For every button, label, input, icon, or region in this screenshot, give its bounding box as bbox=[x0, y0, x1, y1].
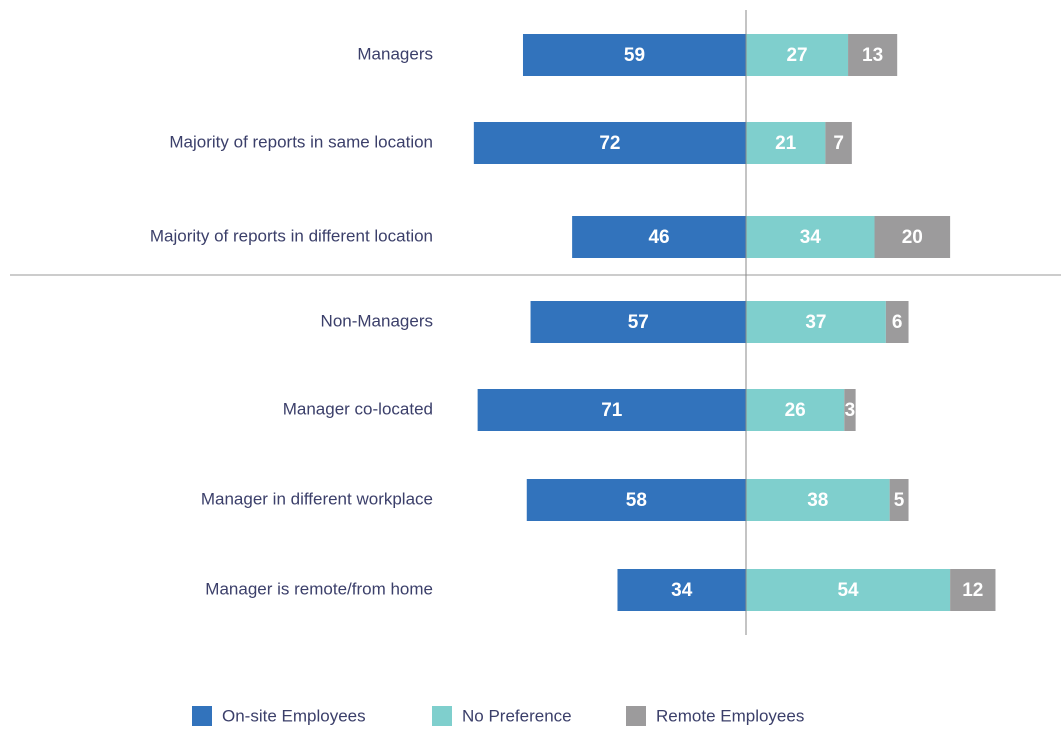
bar-segment bbox=[522, 34, 746, 76]
category-label: Manager co-located bbox=[283, 399, 433, 418]
legend-swatch bbox=[432, 706, 452, 726]
legend-label: No Preference bbox=[462, 706, 572, 725]
bar-segment bbox=[473, 122, 746, 164]
value-label: 3 bbox=[845, 400, 856, 421]
bar-segment bbox=[526, 479, 746, 521]
value-label: 26 bbox=[785, 400, 806, 421]
value-label: 71 bbox=[601, 400, 623, 421]
value-label: 58 bbox=[626, 490, 647, 511]
value-label: 27 bbox=[786, 45, 807, 66]
bar-segment bbox=[825, 122, 852, 164]
value-label: 7 bbox=[833, 133, 844, 154]
bar-segment bbox=[746, 216, 875, 258]
value-label: 54 bbox=[837, 580, 859, 601]
bar-segment bbox=[950, 569, 996, 611]
legend-label: On-site Employees bbox=[222, 706, 366, 725]
category-label: Manager in different workplace bbox=[201, 489, 433, 508]
bar-segment bbox=[889, 479, 909, 521]
legend-swatch bbox=[192, 706, 212, 726]
value-label: 12 bbox=[962, 580, 983, 601]
bar-segment bbox=[617, 569, 746, 611]
bar-segment bbox=[746, 34, 849, 76]
bar-segment bbox=[746, 389, 845, 431]
value-label: 46 bbox=[648, 227, 669, 248]
value-label: 38 bbox=[807, 490, 828, 511]
bar-segment bbox=[530, 301, 746, 343]
bar-segment bbox=[477, 389, 746, 431]
category-label: Majority of reports in same location bbox=[169, 132, 433, 151]
bar-segment bbox=[746, 569, 951, 611]
value-label: 34 bbox=[800, 227, 822, 248]
bar-segment bbox=[746, 479, 890, 521]
value-label: 37 bbox=[805, 312, 826, 333]
category-label: Non-Managers bbox=[321, 311, 433, 330]
value-label: 13 bbox=[862, 45, 883, 66]
legend-label: Remote Employees bbox=[656, 706, 804, 725]
bar-segment bbox=[885, 301, 909, 343]
bar-segment bbox=[572, 216, 746, 258]
bar-segment bbox=[874, 216, 951, 258]
value-label: 20 bbox=[902, 227, 923, 248]
category-label: Majority of reports in different locatio… bbox=[150, 226, 433, 245]
bar-segment bbox=[746, 301, 886, 343]
value-label: 5 bbox=[894, 490, 905, 511]
bar-segment bbox=[844, 389, 856, 431]
value-label: 72 bbox=[599, 133, 620, 154]
category-label: Manager is remote/from home bbox=[205, 579, 433, 598]
bar-segment bbox=[746, 122, 826, 164]
legend-swatch bbox=[626, 706, 646, 726]
category-label: Managers bbox=[357, 44, 433, 63]
value-label: 6 bbox=[892, 312, 903, 333]
value-label: 21 bbox=[775, 133, 797, 154]
value-label: 59 bbox=[624, 45, 645, 66]
value-label: 57 bbox=[628, 312, 649, 333]
value-label: 34 bbox=[671, 580, 693, 601]
bar-segment bbox=[848, 34, 898, 76]
